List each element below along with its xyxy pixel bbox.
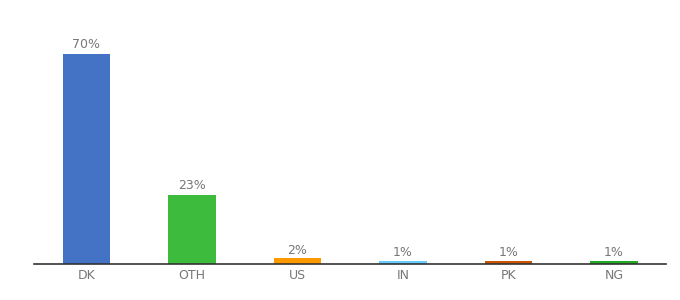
Text: 70%: 70% (73, 38, 101, 51)
Bar (168, 195, 216, 264)
Bar (63, 54, 110, 264)
Text: 1%: 1% (604, 247, 624, 260)
Text: 23%: 23% (178, 179, 206, 192)
Text: 2%: 2% (288, 244, 307, 256)
Text: 1%: 1% (393, 247, 413, 260)
Bar (590, 261, 638, 264)
Bar (379, 261, 426, 264)
Bar (485, 261, 532, 264)
Bar (274, 258, 321, 264)
Text: 1%: 1% (498, 247, 518, 260)
